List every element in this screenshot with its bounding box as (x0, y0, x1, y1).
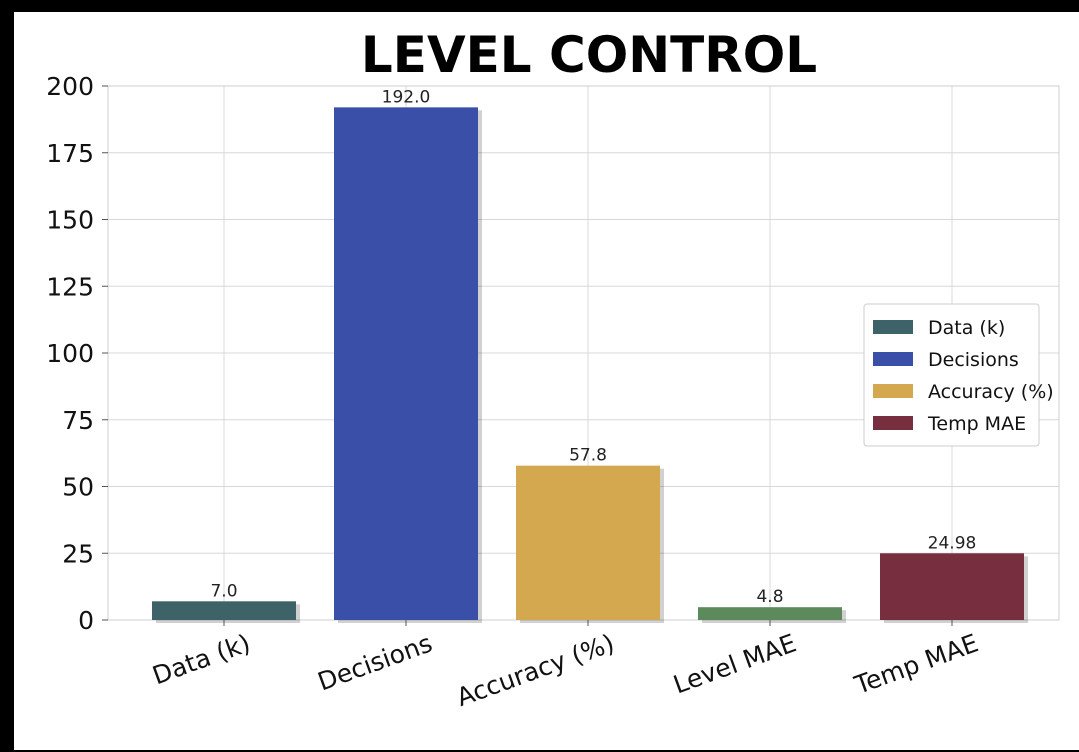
legend: Data (k) Decisions Accuracy (%) Temp MAE (863, 303, 1054, 447)
chart-panel: LEVEL CONTROL 0 25 50 75 100 125 150 175 200 7.0… (14, 12, 1079, 750)
legend-swatch (873, 352, 913, 366)
legend-label: Decisions (928, 349, 1019, 371)
y-tick-label: 125 (46, 272, 94, 301)
y-tick-label: 75 (62, 406, 94, 435)
y-tick-label: 100 (46, 339, 94, 368)
bar-value-label: 4.8 (756, 587, 783, 607)
bar (516, 465, 660, 620)
y-tick-label: 50 (62, 473, 94, 502)
bar-value-label: 192.0 (382, 87, 431, 107)
y-tick-label: 175 (46, 139, 94, 168)
bar-chart: LEVEL CONTROL 0 25 50 75 100 125 150 175 200 7.0… (46, 26, 1060, 712)
y-tick-label: 200 (46, 72, 94, 101)
y-axis-ticks: 0 25 50 75 100 125 150 175 200 (46, 72, 108, 635)
chart-title: LEVEL CONTROL (361, 26, 817, 84)
legend-label: Accuracy (%) (928, 381, 1054, 403)
y-tick-label: 150 (46, 206, 94, 235)
x-tick-label: Level MAE (669, 628, 800, 699)
y-tick-label: 0 (78, 606, 94, 635)
x-tick-label: Data (k) (149, 628, 254, 690)
bar (152, 601, 296, 620)
y-tick-label: 25 (62, 539, 94, 568)
x-tick-label: Decisions (314, 628, 436, 696)
legend-label: Temp MAE (927, 413, 1026, 435)
bar (698, 607, 842, 620)
value-labels: 7.0 192.0 57.8 4.8 24.98 (210, 87, 976, 607)
legend-label: Data (k) (928, 317, 1005, 339)
bar-value-label: 7.0 (210, 581, 237, 601)
x-axis-ticks: Data (k) Decisions Accuracy (%) Level MAE Te… (149, 620, 982, 712)
bar (880, 553, 1024, 620)
legend-box (863, 303, 1040, 447)
legend-swatch (873, 384, 913, 398)
bars (152, 107, 1028, 624)
bar (334, 107, 478, 621)
legend-swatch (873, 320, 913, 334)
bar-value-label: 57.8 (569, 446, 607, 466)
bar-value-label: 24.98 (928, 533, 977, 553)
x-tick-label: Temp MAE (850, 628, 982, 700)
legend-swatch (873, 416, 913, 430)
x-tick-label: Accuracy (%) (453, 628, 618, 712)
